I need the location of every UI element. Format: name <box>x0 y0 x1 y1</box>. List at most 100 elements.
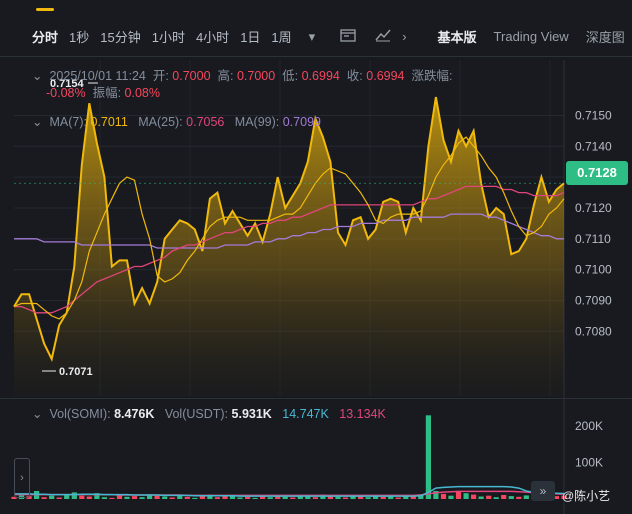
vol-ma1-value: 14.747K <box>282 407 329 421</box>
volume-bar <box>199 496 205 499</box>
vol-somi-value: 8.476K <box>114 407 155 421</box>
volume-bar <box>124 496 130 499</box>
tab-timeline[interactable]: 分时 <box>32 30 59 45</box>
volume-bar <box>109 497 115 499</box>
volume-bar <box>418 494 424 499</box>
change-label: 涨跌幅: <box>411 69 453 83</box>
volume-bar <box>410 495 416 499</box>
toolbar-divider <box>0 56 632 57</box>
chevron-down-icon[interactable]: ⌄ <box>32 407 43 421</box>
tab-15m[interactable]: 15分钟 <box>100 30 141 45</box>
volume-bar <box>350 495 356 499</box>
volume-bar <box>267 497 273 499</box>
volume-bar <box>327 496 333 499</box>
tab-1d[interactable]: 1日 <box>240 30 261 45</box>
indicator-icon[interactable] <box>340 28 356 45</box>
volume-axis: 200K 100K <box>575 419 603 469</box>
ma99-line <box>14 213 564 249</box>
volume-bar <box>403 496 409 499</box>
volume-bar <box>433 491 439 499</box>
ma25-label: MA(25): <box>138 115 183 129</box>
volume-bar <box>11 496 17 499</box>
tab-4h[interactable]: 4小时 <box>195 30 230 45</box>
close-value: 0.6994 <box>366 69 405 83</box>
chevron-down-icon[interactable]: ⌄ <box>32 115 43 129</box>
volume-bar <box>260 496 266 499</box>
view-trading-view[interactable]: Trading View <box>493 29 569 44</box>
tab-1h[interactable]: 1小时 <box>151 30 185 45</box>
vol-ma1-line <box>14 485 565 497</box>
tab-1s[interactable]: 1秒 <box>69 30 90 45</box>
volume-bar <box>245 496 251 499</box>
price-tick-label: 0.7090 <box>575 293 612 307</box>
volume-tick-label: 100K <box>575 456 603 470</box>
volume-bar <box>282 496 288 499</box>
chevron-down-icon[interactable]: ⌄ <box>32 69 43 83</box>
vol-somi-label: Vol(SOMI): <box>49 407 111 421</box>
volume-bar <box>448 495 454 499</box>
volume-bar <box>252 497 258 499</box>
amplitude-label: 振幅: <box>92 86 122 100</box>
scroll-left-button[interactable]: › <box>14 458 30 498</box>
volume-bar <box>471 494 477 499</box>
vol-usdt-value: 5.931K <box>231 407 272 421</box>
price-tick-label: 0.7100 <box>575 263 612 277</box>
volume-bar <box>162 496 168 499</box>
volume-bar <box>335 496 341 499</box>
volume-bar <box>131 496 138 499</box>
user-watermark: @陈小艺 <box>562 489 611 503</box>
volume-legend: ⌄ Vol(SOMI): 8.476K Vol(USDT): 5.931K 14… <box>32 406 386 421</box>
view-depth[interactable]: 深度图 <box>585 30 625 45</box>
volume-bar <box>297 496 303 499</box>
volume-bar <box>516 496 522 499</box>
volume-bar <box>508 496 514 499</box>
ma7-value: 0.7011 <box>90 115 128 129</box>
view-basic[interactable]: 基本版 <box>437 30 477 45</box>
price-area <box>13 96 565 396</box>
price-tick-label: 0.7080 <box>575 324 612 338</box>
price-tick-label: 0.7150 <box>575 108 612 122</box>
scroll-to-latest-button[interactable]: » <box>531 481 555 501</box>
tab-1w[interactable]: 1周 <box>271 30 292 45</box>
volume-bar <box>463 493 469 499</box>
volume-bar <box>425 415 431 499</box>
volume-bar <box>26 496 32 499</box>
change-value: -0.08% <box>46 86 86 100</box>
ma7-line <box>13 136 565 320</box>
volume-bar <box>275 495 281 499</box>
max-price-label: 0.7154 <box>50 78 85 90</box>
chevron-right-icon[interactable]: › <box>402 29 407 44</box>
volume-bar <box>388 496 394 499</box>
volume-bar <box>79 495 85 499</box>
ma99-value: 0.7099 <box>282 115 321 129</box>
ma-lines <box>13 136 565 320</box>
volume-bar <box>116 495 123 499</box>
volume-bar <box>358 496 364 499</box>
chart-toolbar: 分时 1秒 15分钟 1小时 4小时 1日 1周 ▾ › 基本版 Trading… <box>0 0 632 56</box>
volume-bar <box>342 497 349 499</box>
volume-bar <box>501 495 507 499</box>
volume-bar <box>373 495 379 499</box>
extreme-annotations: 0.7154 0.7071 <box>42 78 98 378</box>
draw-icon[interactable] <box>375 28 391 45</box>
volume-bar <box>94 493 100 499</box>
volume-bar <box>222 495 228 499</box>
volume-bar <box>64 494 70 499</box>
volume-bar <box>207 494 213 499</box>
ma25-line <box>14 185 565 314</box>
volume-bar <box>49 495 55 499</box>
volume-bar <box>440 493 447 499</box>
volume-bar <box>184 496 190 499</box>
volume-bar <box>86 496 92 499</box>
caret-down-icon[interactable]: ▾ <box>308 28 316 44</box>
volume-bar <box>192 497 198 499</box>
volume-bar <box>147 494 153 499</box>
high-value: 0.7000 <box>236 69 276 83</box>
volume-bar <box>229 496 236 499</box>
volume-bar <box>312 497 318 499</box>
ma-legend: ⌄ MA(7): 0.7011 MA(25): 0.7056 MA(99): 0… <box>32 114 321 129</box>
high-label: 高: <box>217 69 234 83</box>
volume-bar <box>523 495 529 499</box>
volume-bar <box>56 497 62 499</box>
